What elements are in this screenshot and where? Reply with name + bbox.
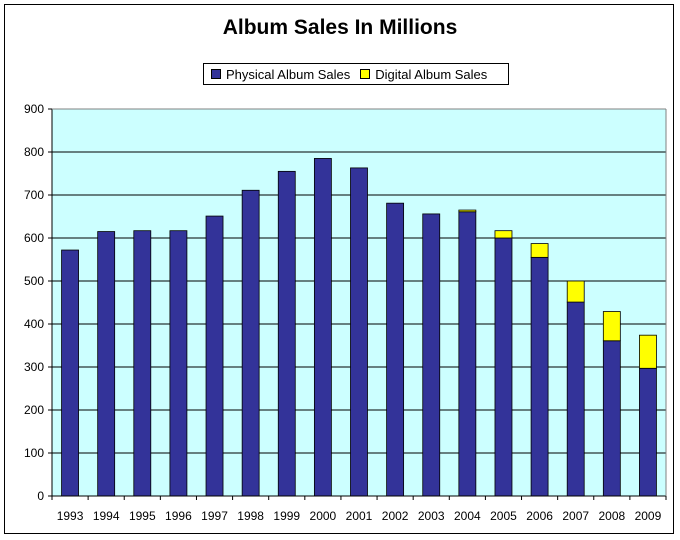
y-tick-label: 0 <box>37 489 44 503</box>
x-tick-label: 1994 <box>93 509 120 523</box>
legend-swatch-digital <box>360 69 371 79</box>
bar-physical <box>313 158 332 497</box>
x-tick-label: 1998 <box>237 509 264 523</box>
y-tick-label: 200 <box>24 403 44 417</box>
bar-digital <box>639 334 657 369</box>
bar-physical <box>97 231 116 497</box>
y-tick-label: 700 <box>24 188 44 202</box>
bar-physical <box>422 213 441 497</box>
legend: Physical Album Sales Digital Album Sales <box>203 63 509 85</box>
bar-physical <box>133 230 152 497</box>
y-tick-label: 900 <box>24 102 44 116</box>
x-tick-label: 1995 <box>129 509 156 523</box>
bar-physical <box>566 301 585 497</box>
x-tick-label: 1993 <box>57 509 84 523</box>
y-tick-label: 100 <box>24 446 44 460</box>
legend-item-digital: Digital Album Sales <box>360 67 487 82</box>
bar-digital <box>602 311 621 342</box>
bar-physical <box>169 230 188 497</box>
y-tick-label: 300 <box>24 360 44 374</box>
x-tick-label: 2002 <box>382 509 409 523</box>
x-tick-label: 2001 <box>346 509 373 523</box>
bar-physical <box>494 237 513 497</box>
bar-physical <box>277 170 296 497</box>
y-tick-label: 600 <box>24 231 44 245</box>
bar-physical <box>241 189 260 497</box>
chart-title: Album Sales In Millions <box>222 16 458 39</box>
bar-physical <box>386 202 405 497</box>
x-tick-label: 2000 <box>310 509 337 523</box>
bar-digital <box>494 230 513 239</box>
x-tick-label: 2006 <box>526 509 553 523</box>
x-tick-label: 2009 <box>635 509 662 523</box>
x-tick-label: 1999 <box>273 509 300 523</box>
x-tick-label: 2007 <box>562 509 589 523</box>
bar-digital <box>566 280 585 303</box>
x-tick-label: 2005 <box>490 509 517 523</box>
bar-digital <box>458 209 477 213</box>
x-tick-label: 1996 <box>165 509 192 523</box>
x-tick-label: 2004 <box>454 509 481 523</box>
bar-physical <box>350 167 368 497</box>
bar-digital <box>530 243 549 258</box>
bar-physical <box>602 340 621 497</box>
bar-physical <box>458 211 477 497</box>
y-tick-label: 500 <box>24 274 44 288</box>
legend-label-physical: Physical Album Sales <box>226 66 351 82</box>
x-tick-label: 2008 <box>598 509 625 523</box>
bar-physical <box>205 215 224 497</box>
y-tick-label: 800 <box>24 145 44 159</box>
x-tick-label: 2003 <box>418 509 445 523</box>
legend-item-physical: Physical Album Sales <box>211 67 350 82</box>
bar-physical <box>639 367 657 497</box>
y-tick-label: 400 <box>24 317 44 331</box>
bar-physical <box>530 256 549 497</box>
bar-physical <box>61 249 79 497</box>
x-tick-label: 1997 <box>201 509 228 523</box>
legend-label-digital: Digital Album Sales <box>375 66 488 82</box>
legend-swatch-physical <box>211 69 221 79</box>
